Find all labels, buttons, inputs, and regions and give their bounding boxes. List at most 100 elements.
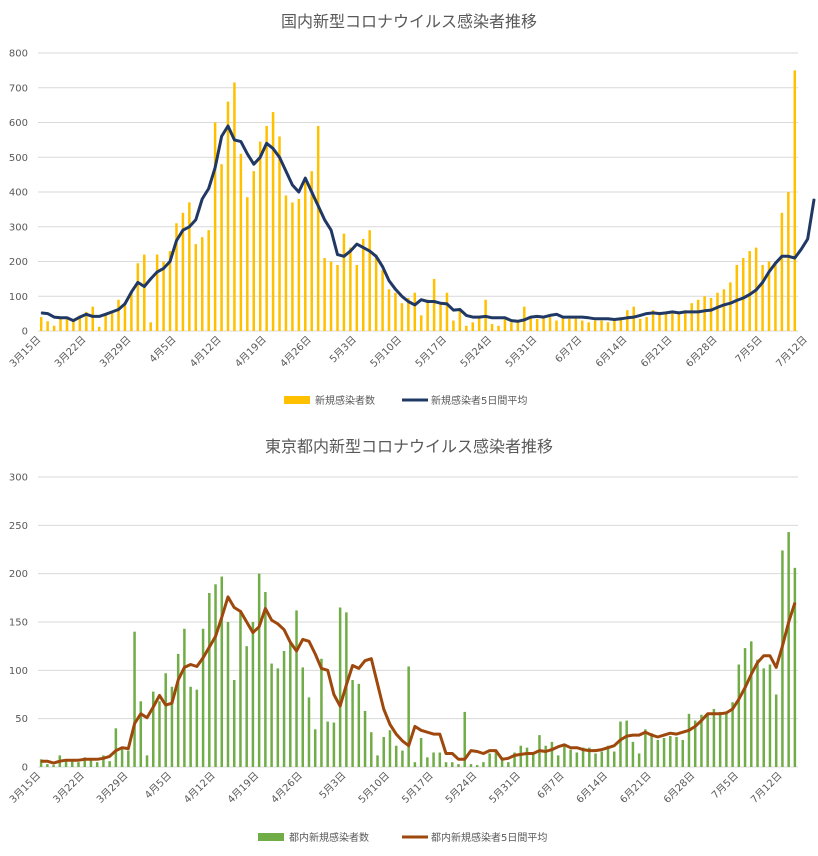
bar — [774, 261, 777, 331]
bar — [471, 322, 474, 331]
bar — [548, 317, 552, 331]
bar — [394, 745, 398, 767]
x-tick-label: 6月14日 — [593, 334, 629, 370]
bar — [469, 764, 473, 767]
bar — [117, 299, 120, 331]
average-point — [665, 312, 667, 314]
average-point — [327, 669, 329, 671]
average-point — [472, 316, 474, 318]
x-tick-label: 3月22日 — [51, 770, 87, 806]
x-tick-label: 6月28日 — [661, 770, 697, 806]
bar — [77, 762, 80, 767]
average-point — [239, 610, 242, 612]
average-point — [408, 745, 410, 747]
average-point — [504, 317, 506, 319]
average-point — [794, 257, 796, 259]
average-point — [221, 616, 223, 618]
bar — [735, 264, 739, 331]
average-point — [639, 314, 641, 316]
average-point — [124, 303, 126, 305]
average-point — [523, 319, 525, 321]
bar — [750, 641, 753, 767]
average-point — [264, 607, 266, 610]
average-point — [427, 300, 429, 303]
average-point — [40, 312, 42, 314]
average-point — [85, 313, 87, 315]
bar — [561, 317, 565, 331]
bar — [368, 230, 371, 331]
x-tick-label: 7月12日 — [748, 770, 784, 806]
bar — [78, 315, 82, 331]
average-point — [394, 288, 397, 290]
average-point — [369, 250, 371, 252]
bar — [716, 292, 719, 331]
bar — [376, 755, 379, 767]
bar — [693, 720, 697, 767]
average-point — [336, 253, 339, 256]
bar — [162, 261, 165, 331]
average-point — [755, 289, 757, 291]
bar — [291, 202, 294, 331]
average-point — [240, 141, 242, 143]
bar — [787, 532, 790, 767]
bar — [568, 318, 571, 331]
bar — [426, 299, 429, 331]
bar — [593, 320, 597, 331]
average-point — [607, 747, 609, 749]
bar — [569, 749, 572, 767]
average-point — [542, 316, 545, 318]
average-point — [620, 318, 622, 320]
average-point — [538, 749, 541, 752]
bar — [451, 762, 454, 767]
bar — [452, 320, 455, 331]
bar — [426, 757, 429, 767]
average-point — [376, 683, 379, 685]
average-point — [663, 734, 665, 736]
bar — [687, 713, 691, 767]
bar — [143, 254, 146, 331]
bar — [145, 755, 149, 767]
bar — [712, 709, 716, 767]
y-tick-label: 200 — [9, 257, 28, 268]
bar — [503, 318, 507, 331]
bar — [662, 738, 666, 767]
legend-label-bar: 新規感染者数 — [315, 394, 375, 407]
bar — [588, 747, 591, 767]
average-point — [175, 240, 178, 242]
bar — [89, 760, 93, 767]
average-point — [195, 219, 197, 221]
x-tick-label: 3月29日 — [97, 334, 133, 370]
bar — [265, 125, 268, 331]
bar — [793, 70, 797, 331]
average-point — [729, 302, 731, 304]
bar — [444, 762, 448, 767]
x-tick-label: 3月15日 — [7, 334, 43, 370]
average-point — [291, 184, 294, 186]
bar — [706, 713, 709, 767]
average-point — [308, 640, 310, 642]
average-point — [638, 734, 640, 736]
y-tick-label: 300 — [9, 222, 28, 233]
bar — [175, 223, 178, 331]
average-point — [196, 665, 198, 668]
average-point — [304, 177, 306, 179]
bar — [245, 646, 248, 767]
bar — [278, 136, 281, 331]
bar — [651, 310, 655, 331]
y-tick-label: 800 — [9, 49, 28, 60]
average-point — [457, 758, 460, 760]
bar — [407, 297, 410, 331]
x-tick-label: 5月31日 — [487, 770, 523, 806]
bar — [625, 720, 628, 767]
average-point — [152, 706, 154, 708]
average-point — [90, 758, 92, 760]
chart-title: 東京都内新型コロナウイルス感染者推移 — [265, 437, 553, 456]
average-point — [227, 596, 229, 598]
bar — [612, 751, 616, 767]
legend-swatch-bar — [258, 833, 284, 841]
average-point — [146, 717, 148, 719]
bar — [304, 181, 307, 331]
average-point — [214, 167, 216, 169]
bar — [793, 567, 797, 767]
average-point — [632, 734, 634, 736]
